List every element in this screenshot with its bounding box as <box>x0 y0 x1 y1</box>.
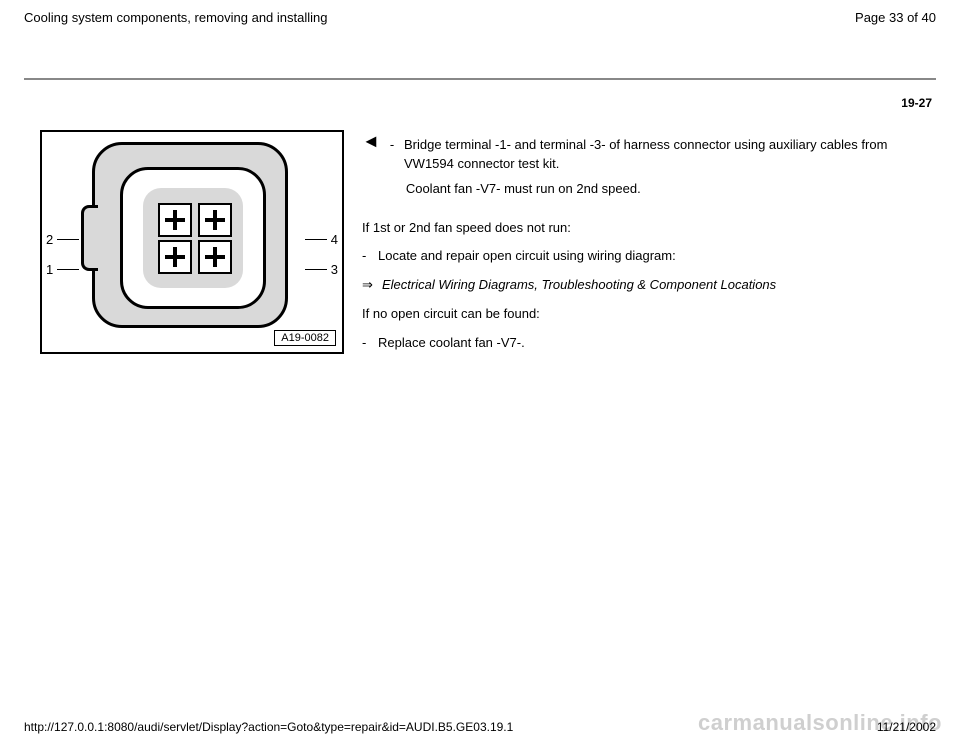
terminal-4 <box>198 203 232 237</box>
callout-1: 1 <box>46 262 79 277</box>
document-title: Cooling system components, removing and … <box>24 10 328 25</box>
dash-icon: - <box>362 334 372 353</box>
connector-outer-shell <box>92 142 288 328</box>
dash-icon: - <box>390 136 398 174</box>
result-text: Coolant fan -V7- must run on 2nd speed. <box>406 180 930 199</box>
step-text: Locate and repair open circuit using wir… <box>378 247 676 266</box>
list-item: - Bridge terminal -1- and terminal -3- o… <box>390 136 930 174</box>
figure-label: A19-0082 <box>274 330 336 346</box>
callout-line <box>305 239 327 240</box>
page-footer: http://127.0.0.1:8080/audi/servlet/Displ… <box>24 720 936 734</box>
page-indicator: Page 33 of 40 <box>855 10 936 25</box>
step-text: Replace coolant fan -V7-. <box>378 334 525 353</box>
arrow-step: ◄ - Bridge terminal -1- and terminal -3-… <box>362 130 930 209</box>
callout-label: 1 <box>46 262 53 277</box>
callout-3: 3 <box>305 262 338 277</box>
callout-line <box>57 239 79 240</box>
instruction-text: ◄ - Bridge terminal -1- and terminal -3-… <box>362 130 930 359</box>
connector-tab <box>81 205 98 271</box>
connector-cavity <box>143 188 243 288</box>
callout-label: 2 <box>46 232 53 247</box>
condition-text: If no open circuit can be found: <box>362 305 930 324</box>
list-item: - Replace coolant fan -V7-. <box>362 334 930 353</box>
header-rule <box>24 78 936 80</box>
condition-text: If 1st or 2nd fan speed does not run: <box>362 219 930 238</box>
callout-label: 3 <box>331 262 338 277</box>
callout-label: 4 <box>331 232 338 247</box>
step-block: - Bridge terminal -1- and terminal -3- o… <box>390 130 930 209</box>
dash-icon: - <box>362 247 372 266</box>
terminal-3 <box>198 240 232 274</box>
connector-diagram: 2 1 4 3 A19-0082 <box>40 130 344 354</box>
page-code: 19-27 <box>901 96 932 110</box>
print-date: 11/21/2002 <box>877 720 936 734</box>
left-arrow-icon: ◄ <box>362 132 380 150</box>
callout-4: 4 <box>305 232 338 247</box>
terminal-1 <box>158 240 192 274</box>
callout-2: 2 <box>46 232 79 247</box>
list-item: - Locate and repair open circuit using w… <box>362 247 930 266</box>
page-header: Cooling system components, removing and … <box>24 10 936 25</box>
callout-line <box>305 269 327 270</box>
step-text: Bridge terminal -1- and terminal -3- of … <box>404 136 930 174</box>
connector-inner-shell <box>120 167 266 309</box>
source-url: http://127.0.0.1:8080/audi/servlet/Displ… <box>24 720 513 734</box>
callout-line <box>57 269 79 270</box>
reference-row: ⇒ Electrical Wiring Diagrams, Troublesho… <box>362 276 930 295</box>
main-content: 2 1 4 3 A19-0082 ◄ - Bridge terminal -1-… <box>40 130 930 359</box>
reference-text: Electrical Wiring Diagrams, Troubleshoot… <box>382 276 776 295</box>
terminal-2 <box>158 203 192 237</box>
reference-arrow-icon: ⇒ <box>362 276 376 295</box>
